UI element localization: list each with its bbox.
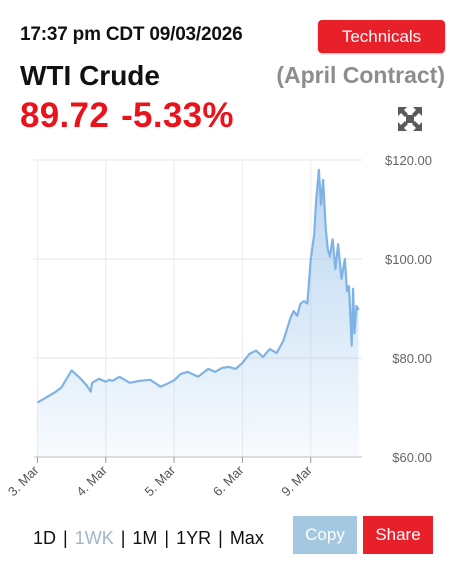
y-tick-label: $60.00 xyxy=(392,450,432,465)
price-area-fill xyxy=(37,169,359,457)
y-tick-label: $100.00 xyxy=(385,252,432,267)
price-quote: 89.72 -5.33% xyxy=(20,96,234,136)
price-value: 89.72 xyxy=(20,96,110,135)
technicals-button[interactable]: Technicals xyxy=(318,20,445,53)
x-tick-label: 4. Mar xyxy=(73,462,110,499)
period-1yr[interactable]: 1YR xyxy=(176,528,212,548)
period-1wk[interactable]: 1WK xyxy=(74,528,114,548)
period-separator: | xyxy=(218,528,223,548)
period-separator: | xyxy=(164,528,170,548)
period-separator: | xyxy=(63,528,68,548)
x-tick-label: 5. Mar xyxy=(142,462,179,499)
y-tick-label: $120.00 xyxy=(385,153,432,168)
y-tick-label: $80.00 xyxy=(392,351,432,366)
change-percent: -5.33% xyxy=(121,96,234,135)
x-tick-label: 3. Mar xyxy=(5,462,42,499)
timestamp: 17:37 pm CDT 09/03/2026 xyxy=(20,24,243,45)
period-max[interactable]: Max xyxy=(229,528,264,548)
copy-button[interactable]: Copy xyxy=(293,516,357,554)
period-separator: | xyxy=(120,528,126,548)
instrument-name: WTI Crude xyxy=(20,60,160,91)
period-1m[interactable]: 1M xyxy=(132,528,158,548)
contract-label: (April Contract) xyxy=(276,62,445,88)
x-tick-label: 9. Mar xyxy=(278,462,315,499)
price-chart: $60.00 $80.00 $100.00 $120.00 3. Mar 4. Mar 5.… xyxy=(5,153,432,499)
price-series-line xyxy=(36,168,360,404)
x-tick-label: 6. Mar xyxy=(210,462,247,499)
period-1d[interactable]: 1D xyxy=(33,528,57,548)
share-button[interactable]: Share xyxy=(363,516,433,554)
period-selector: 1D | 1WK | 1M | 1YR | Max xyxy=(33,528,264,549)
expand-arrows-icon[interactable] xyxy=(396,105,424,133)
